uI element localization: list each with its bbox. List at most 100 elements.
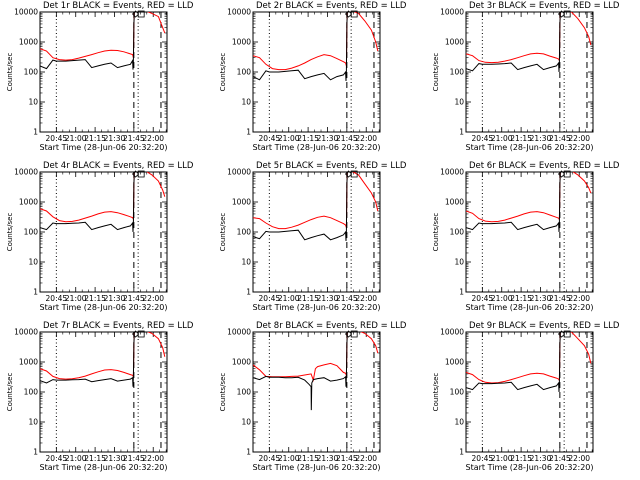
square-marker <box>350 330 358 338</box>
y-tick-label: 100 <box>24 388 39 397</box>
plot-frame <box>465 331 594 453</box>
y-tick-label: 1000 <box>19 38 38 47</box>
plot-frame <box>252 331 381 453</box>
x-tick-label: 20:45 <box>472 134 494 143</box>
x-tick-label: 20:45 <box>259 134 281 143</box>
x-tick-label: 20:45 <box>46 294 68 303</box>
x-axis-label: Start Time (28-Jun-06 20:32:20) <box>253 143 381 152</box>
x-axis-label: Start Time (28-Jun-06 20:32:20) <box>40 463 168 472</box>
y-tick-label: 10 <box>28 98 38 107</box>
series-group <box>253 172 379 242</box>
x-tick-label: 21:30 <box>530 294 552 303</box>
square-marker <box>137 10 145 18</box>
y-tick-label: 10000 <box>440 328 464 337</box>
x-axis-label: Start Time (28-Jun-06 20:32:20) <box>40 143 168 152</box>
series-group <box>253 332 379 411</box>
series-events-black <box>40 172 136 233</box>
x-tick-label: 21:15 <box>297 134 319 143</box>
y-tick-label: 1000 <box>445 198 464 207</box>
series-events-black <box>253 332 349 411</box>
y-tick-label: 10000 <box>14 168 38 177</box>
series-events-black <box>466 332 562 393</box>
panel-6: Det 6r BLACK = Events, RED = LLD 1 10 100 10… <box>432 161 620 312</box>
panel-title: Det 7r BLACK = Events, RED = LLD <box>43 321 194 331</box>
x-tick-label: 21:00 <box>65 294 87 303</box>
diamond-marker <box>132 330 140 338</box>
plot-frame <box>465 11 594 133</box>
x-axis-label: Start Time (28-Jun-06 20:32:20) <box>253 463 381 472</box>
y-tick-label: 100 <box>237 388 252 397</box>
x-tick-label: 21:45 <box>549 134 571 143</box>
series-group <box>40 172 166 233</box>
y-tick-label: 10 <box>454 98 464 107</box>
series-lld-red <box>40 12 166 61</box>
diamond-marker <box>132 10 140 18</box>
x-tick-label: 22:00 <box>142 294 164 303</box>
x-tick-label: 21:30 <box>104 454 126 463</box>
y-axis-label: Counts/sec <box>6 373 14 412</box>
y-tick-label: 1 <box>459 448 464 457</box>
series-lld-red <box>253 332 379 383</box>
x-tick-label: 21:45 <box>549 454 571 463</box>
series-events-black <box>253 172 349 242</box>
series-group <box>40 332 166 387</box>
y-tick-label: 10000 <box>440 8 464 17</box>
y-tick-label: 1 <box>33 288 38 297</box>
y-tick-label: 1 <box>459 128 464 137</box>
x-tick-label: 21:30 <box>317 454 339 463</box>
x-tick-label: 21:15 <box>84 294 106 303</box>
series-lld-red <box>40 332 166 380</box>
square-marker <box>563 330 571 338</box>
x-tick-label: 21:30 <box>317 294 339 303</box>
y-tick-label: 100 <box>450 388 465 397</box>
series-events-black <box>466 172 562 233</box>
x-tick-label: 22:00 <box>355 134 377 143</box>
x-tick-label: 20:45 <box>46 454 68 463</box>
y-tick-label: 10 <box>454 418 464 427</box>
y-tick-label: 1 <box>246 128 251 137</box>
y-tick-label: 100 <box>237 228 252 237</box>
series-lld-red <box>253 172 379 230</box>
x-tick-label: 20:45 <box>259 454 281 463</box>
panel-9: Det 9r BLACK = Events, RED = LLD 1 10 100 10… <box>432 321 620 472</box>
y-tick-label: 10000 <box>14 8 38 17</box>
x-tick-label: 20:45 <box>259 294 281 303</box>
panel-title: Det 8r BLACK = Events, RED = LLD <box>256 321 407 331</box>
x-tick-label: 21:15 <box>510 454 532 463</box>
panel-title: Det 2r BLACK = Events, RED = LLD <box>256 1 407 11</box>
y-axis-label: Counts/sec <box>432 213 440 252</box>
plot-frame <box>39 331 168 453</box>
square-marker <box>350 10 358 18</box>
y-tick-label: 10 <box>28 258 38 267</box>
x-tick-label: 21:00 <box>65 454 87 463</box>
panel-title: Det 1r BLACK = Events, RED = LLD <box>43 1 194 11</box>
y-tick-label: 1000 <box>19 198 38 207</box>
panel-3: Det 3r BLACK = Events, RED = LLD 1 10 100 10… <box>432 1 620 152</box>
series-group <box>466 172 592 233</box>
square-marker <box>350 170 358 178</box>
x-tick-label: 21:45 <box>123 134 145 143</box>
panel-5: Det 5r BLACK = Events, RED = LLD 1 10 100 10… <box>219 161 407 312</box>
diamond-marker <box>345 330 353 338</box>
panel-4: Det 4r BLACK = Events, RED = LLD 1 10 100 10… <box>6 161 194 312</box>
series-lld-red <box>40 172 166 223</box>
y-axis-label: Counts/sec <box>219 213 227 252</box>
x-tick-label: 22:00 <box>355 294 377 303</box>
x-tick-label: 21:00 <box>278 134 300 143</box>
panel-title: Det 6r BLACK = Events, RED = LLD <box>469 161 620 171</box>
x-tick-label: 21:45 <box>336 294 358 303</box>
series-events-black <box>40 332 136 387</box>
x-axis-label: Start Time (28-Jun-06 20:32:20) <box>466 143 594 152</box>
diamond-marker <box>345 10 353 18</box>
diamond-marker <box>345 170 353 178</box>
x-tick-label: 21:00 <box>491 294 513 303</box>
y-tick-label: 1 <box>246 288 251 297</box>
y-tick-label: 1000 <box>232 38 251 47</box>
square-marker <box>563 170 571 178</box>
x-tick-label: 21:00 <box>278 294 300 303</box>
panel-8: Det 8r BLACK = Events, RED = LLD 1 10 100 10… <box>219 321 407 472</box>
panel-title: Det 4r BLACK = Events, RED = LLD <box>43 161 194 171</box>
panel-2: Det 2r BLACK = Events, RED = LLD 1 10 100 10… <box>219 1 407 152</box>
x-tick-label: 21:00 <box>491 134 513 143</box>
x-tick-label: 20:45 <box>472 294 494 303</box>
